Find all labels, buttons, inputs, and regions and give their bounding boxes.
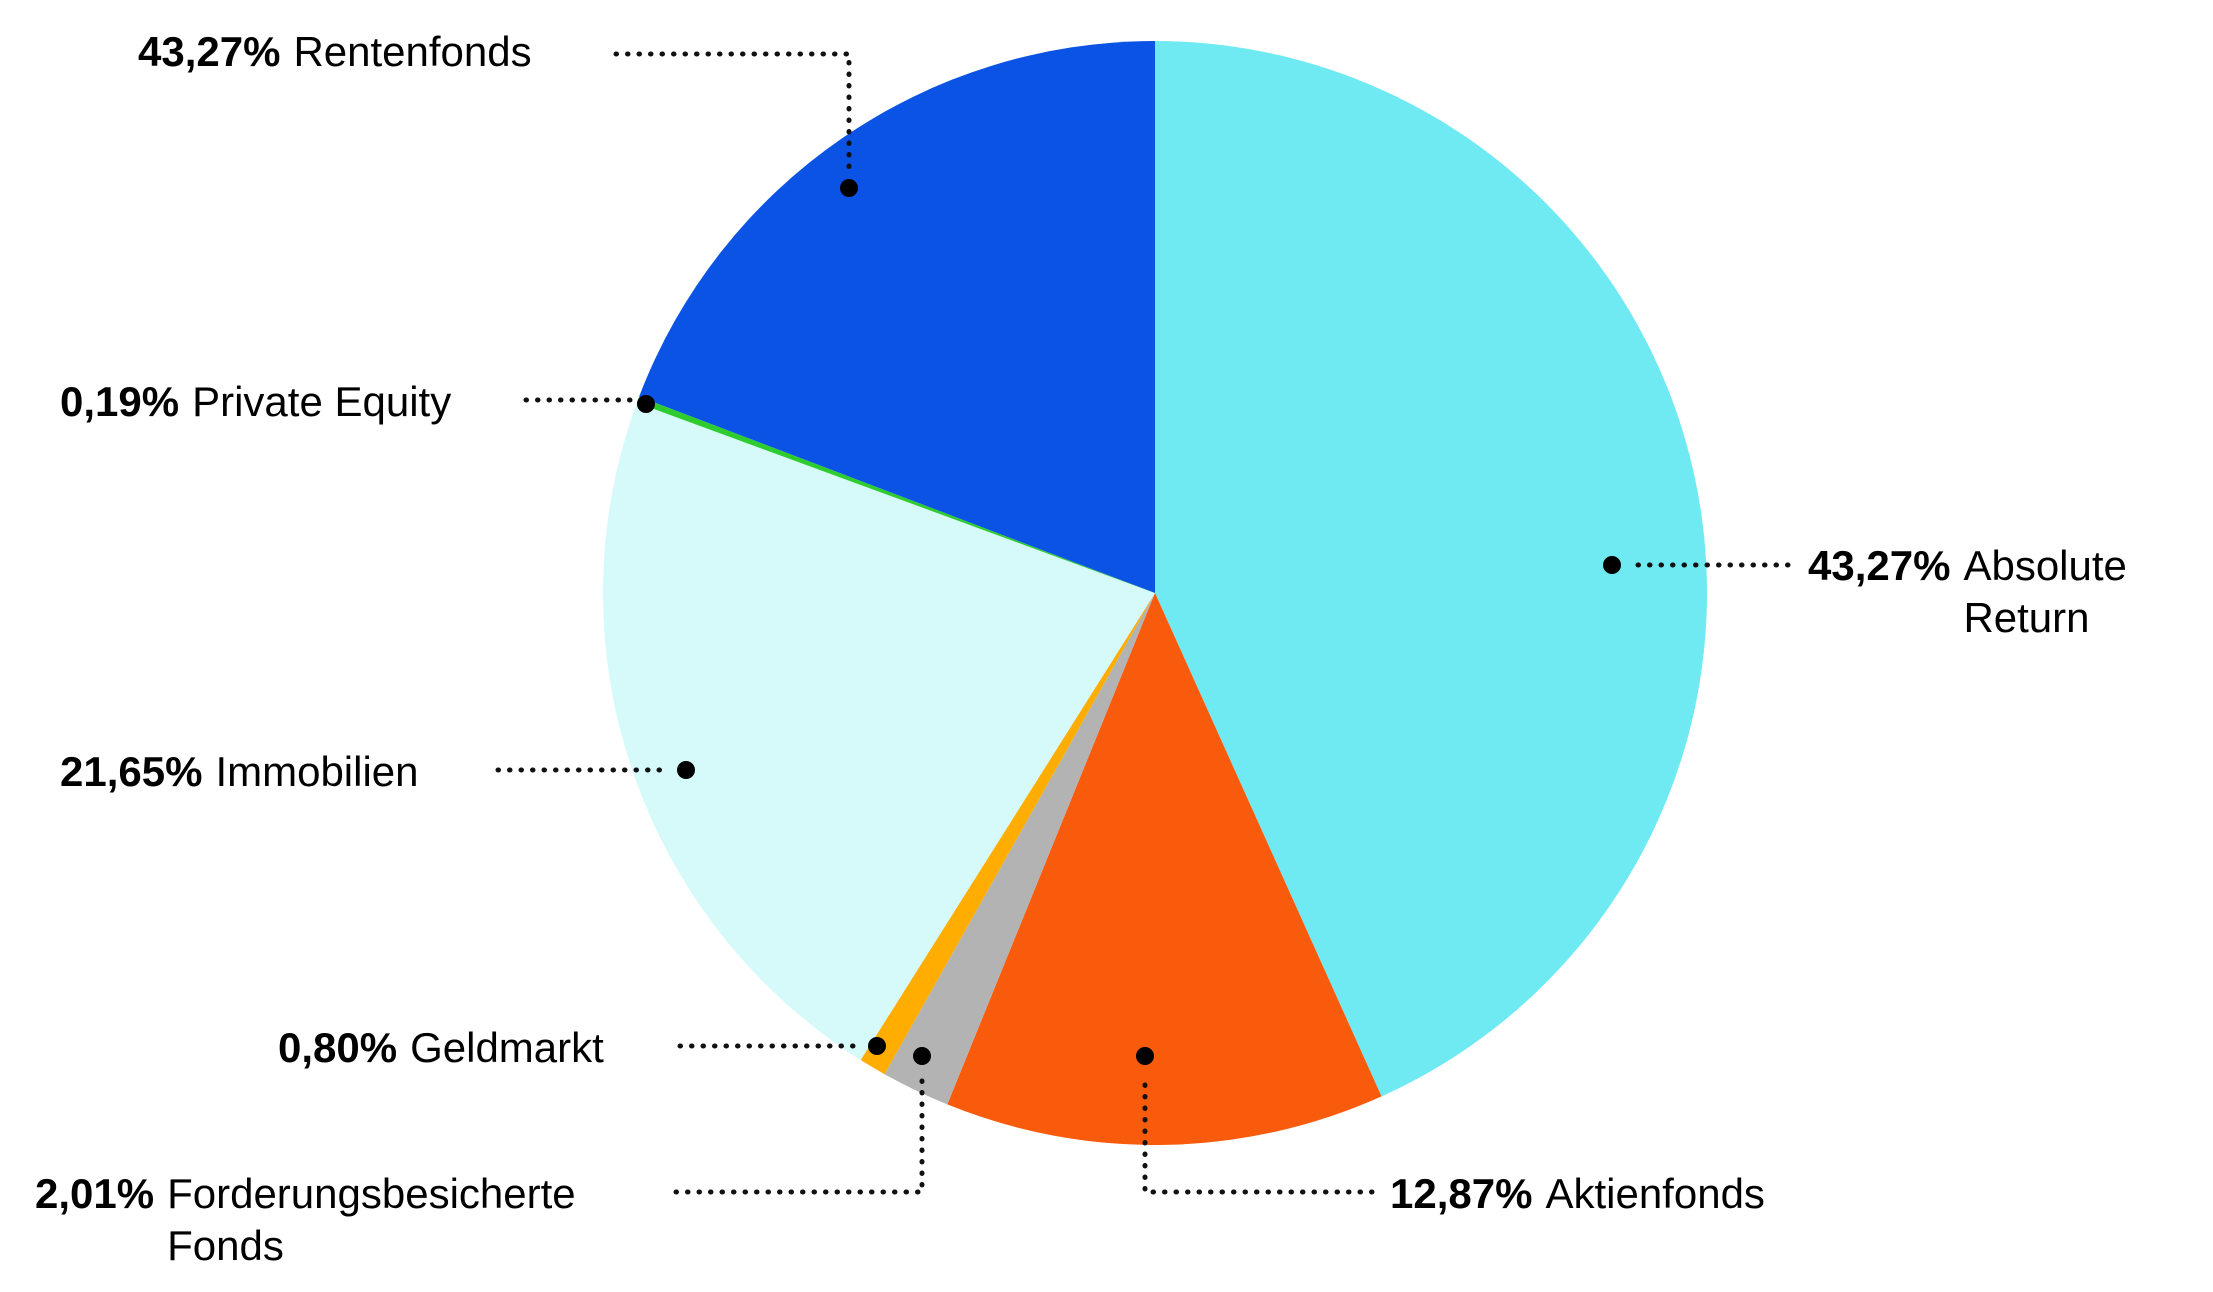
label-private-equity: 0,19% Private Equity xyxy=(60,376,451,428)
label-aktienfonds-name: Aktienfonds xyxy=(1545,1170,1765,1217)
leader-forderungsbesicherte xyxy=(673,1075,925,1195)
label-absolute-return-pct: 43,27% xyxy=(1808,542,1951,589)
label-rentenfonds-name: Rentenfonds xyxy=(293,28,532,75)
label-geldmarkt: 0,80% Geldmarkt xyxy=(278,1022,604,1074)
dot-rentenfonds xyxy=(840,179,858,197)
leader-dots xyxy=(637,179,1621,1065)
label-absolute-return: 43,27% Absolute Return xyxy=(1808,540,2153,644)
dot-immobilien xyxy=(677,761,695,779)
dot-private-equity xyxy=(637,395,655,413)
label-private-equity-pct: 0,19% xyxy=(60,378,180,425)
label-private-equity-name: Private Equity xyxy=(192,378,452,425)
label-forderungsbesicherte-name: Forderungsbesicherte Fonds xyxy=(167,1170,576,1269)
pie-slice-rentenfonds xyxy=(639,41,1155,593)
label-forderungsbesicherte-fonds: 2,01% Forderungsbesicherte Fonds xyxy=(35,1168,637,1272)
leader-rentenfonds xyxy=(613,51,852,173)
dot-geldmarkt xyxy=(868,1037,886,1055)
pie-slice-aktienfonds xyxy=(947,593,1382,1145)
label-aktienfonds: 12,87% Aktienfonds xyxy=(1390,1168,1765,1220)
label-geldmarkt-name: Geldmarkt xyxy=(410,1024,604,1071)
pie-slices xyxy=(603,41,1707,1145)
label-absolute-return-name: Absolute Return xyxy=(1963,542,2127,641)
label-rentenfonds-pct: 43,27% xyxy=(138,28,281,75)
pie-slice-immobilien xyxy=(603,402,1155,1060)
pie-slice-geldmarkt xyxy=(860,593,1155,1075)
pie-slice-private-equity xyxy=(636,396,1155,593)
leader-lines xyxy=(495,51,1791,1195)
label-immobilien-name: Immobilien xyxy=(215,748,419,795)
dot-forderungsbesicherte xyxy=(913,1047,931,1065)
label-forderungsbesicherte-pct: 2,01% xyxy=(35,1170,155,1217)
label-immobilien: 21,65% Immobilien xyxy=(60,746,419,798)
label-aktienfonds-pct: 12,87% xyxy=(1390,1170,1533,1217)
pie-slice-absolute-return xyxy=(1155,41,1707,1097)
pie-slice-forderungsbesicherte-fonds xyxy=(884,593,1155,1105)
label-rentenfonds: 43,27% Rentenfonds xyxy=(138,26,532,78)
dot-absolute-return xyxy=(1603,556,1621,574)
dot-aktienfonds xyxy=(1136,1047,1154,1065)
label-immobilien-pct: 21,65% xyxy=(60,748,203,795)
label-geldmarkt-pct: 0,80% xyxy=(278,1024,398,1071)
